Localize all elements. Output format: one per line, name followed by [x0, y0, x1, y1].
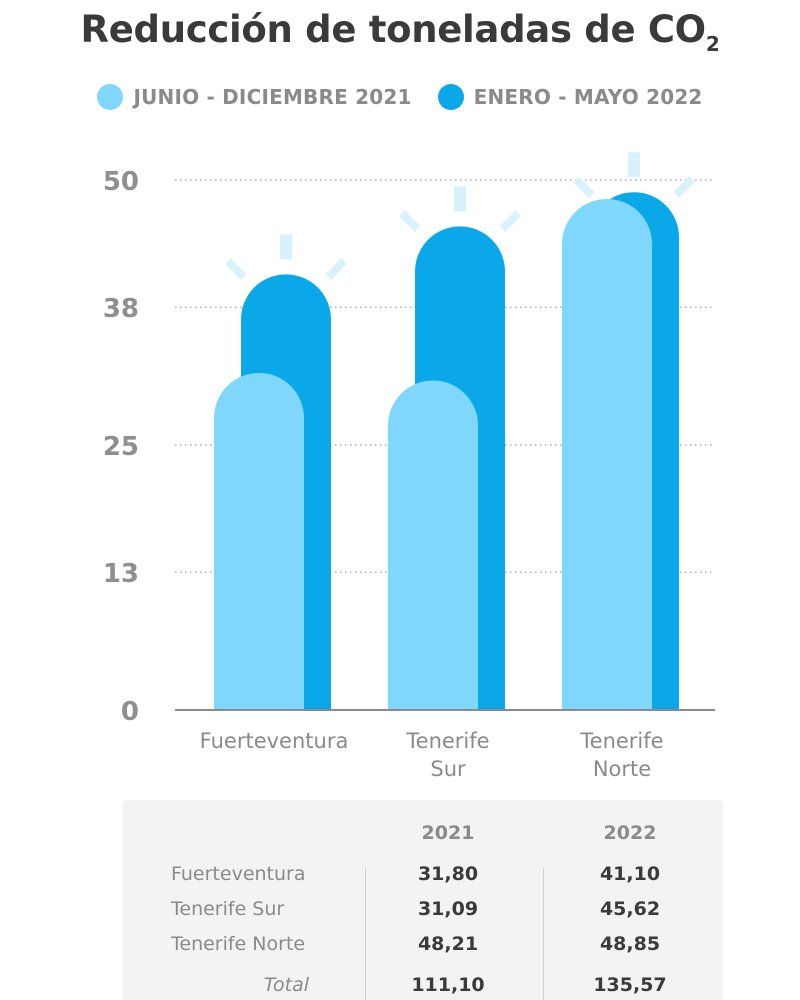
table-cell-2022: 41,10 — [599, 863, 661, 885]
table-total-2021: 111,10 — [411, 974, 485, 996]
ray — [325, 258, 347, 280]
data-table: 2021 2022 Fuerteventura 31,80 41,10 Tene… — [123, 800, 723, 1000]
bar-2021 — [562, 198, 652, 710]
ray — [628, 152, 640, 178]
bar-2021 — [388, 380, 479, 710]
table-total-2022: 135,57 — [593, 974, 667, 996]
ray — [573, 176, 595, 198]
x-tick-label: Norte — [593, 757, 651, 781]
chart-title: Reducción de toneladas de CO2 — [80, 8, 720, 56]
y-tick-label: 38 — [103, 294, 139, 324]
x-tick-label: Tenerife — [579, 729, 663, 753]
highlight-rays — [399, 186, 521, 232]
legend-label-2022: ENERO - MAYO 2022 — [473, 85, 703, 109]
legend-dot-2022 — [437, 84, 464, 110]
bar-chart: 0 13 25 38 50 Fuerteventura Tenerife Sur Tenerif… — [103, 152, 715, 781]
table-total-label: Total — [263, 974, 309, 996]
y-tick-label: 0 — [121, 697, 139, 727]
y-tick-label: 13 — [103, 559, 139, 589]
table-header-2022: 2022 — [603, 822, 657, 844]
y-tick-label: 25 — [103, 432, 139, 462]
x-tick-label: Tenerife — [405, 729, 489, 753]
table-row-label: Fuerteventura — [171, 863, 306, 885]
ray — [673, 176, 695, 198]
table-cell-2021: 48,21 — [417, 933, 479, 955]
table-cell-2021: 31,80 — [417, 863, 479, 885]
table-separator-2 — [543, 868, 544, 1000]
table-row-label: Tenerife Sur — [171, 898, 285, 920]
table-header-2021: 2021 — [421, 822, 475, 844]
ray — [499, 210, 521, 232]
title-subscript: 2 — [705, 32, 720, 56]
table-cell-2021: 31,09 — [417, 898, 479, 920]
legend-item-2021: JUNIO - DICIEMBRE 2021 — [97, 84, 411, 110]
y-tick-label: 50 — [103, 167, 139, 197]
ray — [280, 234, 292, 260]
legend-dot-2021 — [97, 84, 124, 110]
table-cell-2022: 48,85 — [599, 933, 661, 955]
table-row-label: Tenerife Norte — [171, 933, 306, 955]
table-cell-2022: 45,62 — [599, 898, 661, 920]
x-tick-label: Sur — [430, 757, 466, 781]
table-separator-1 — [365, 868, 366, 1000]
legend-label-2021: JUNIO - DICIEMBRE 2021 — [133, 85, 412, 109]
legend: JUNIO - DICIEMBRE 2021 ENERO - MAYO 2022 — [0, 84, 800, 110]
x-tick-label: Fuerteventura — [200, 729, 349, 753]
ray — [399, 210, 421, 232]
highlight-rays — [225, 234, 347, 280]
legend-item-2022: ENERO - MAYO 2022 — [437, 84, 703, 110]
ray — [454, 186, 466, 212]
bar-2021 — [214, 372, 304, 710]
ray — [225, 258, 247, 280]
highlight-rays — [573, 152, 695, 198]
